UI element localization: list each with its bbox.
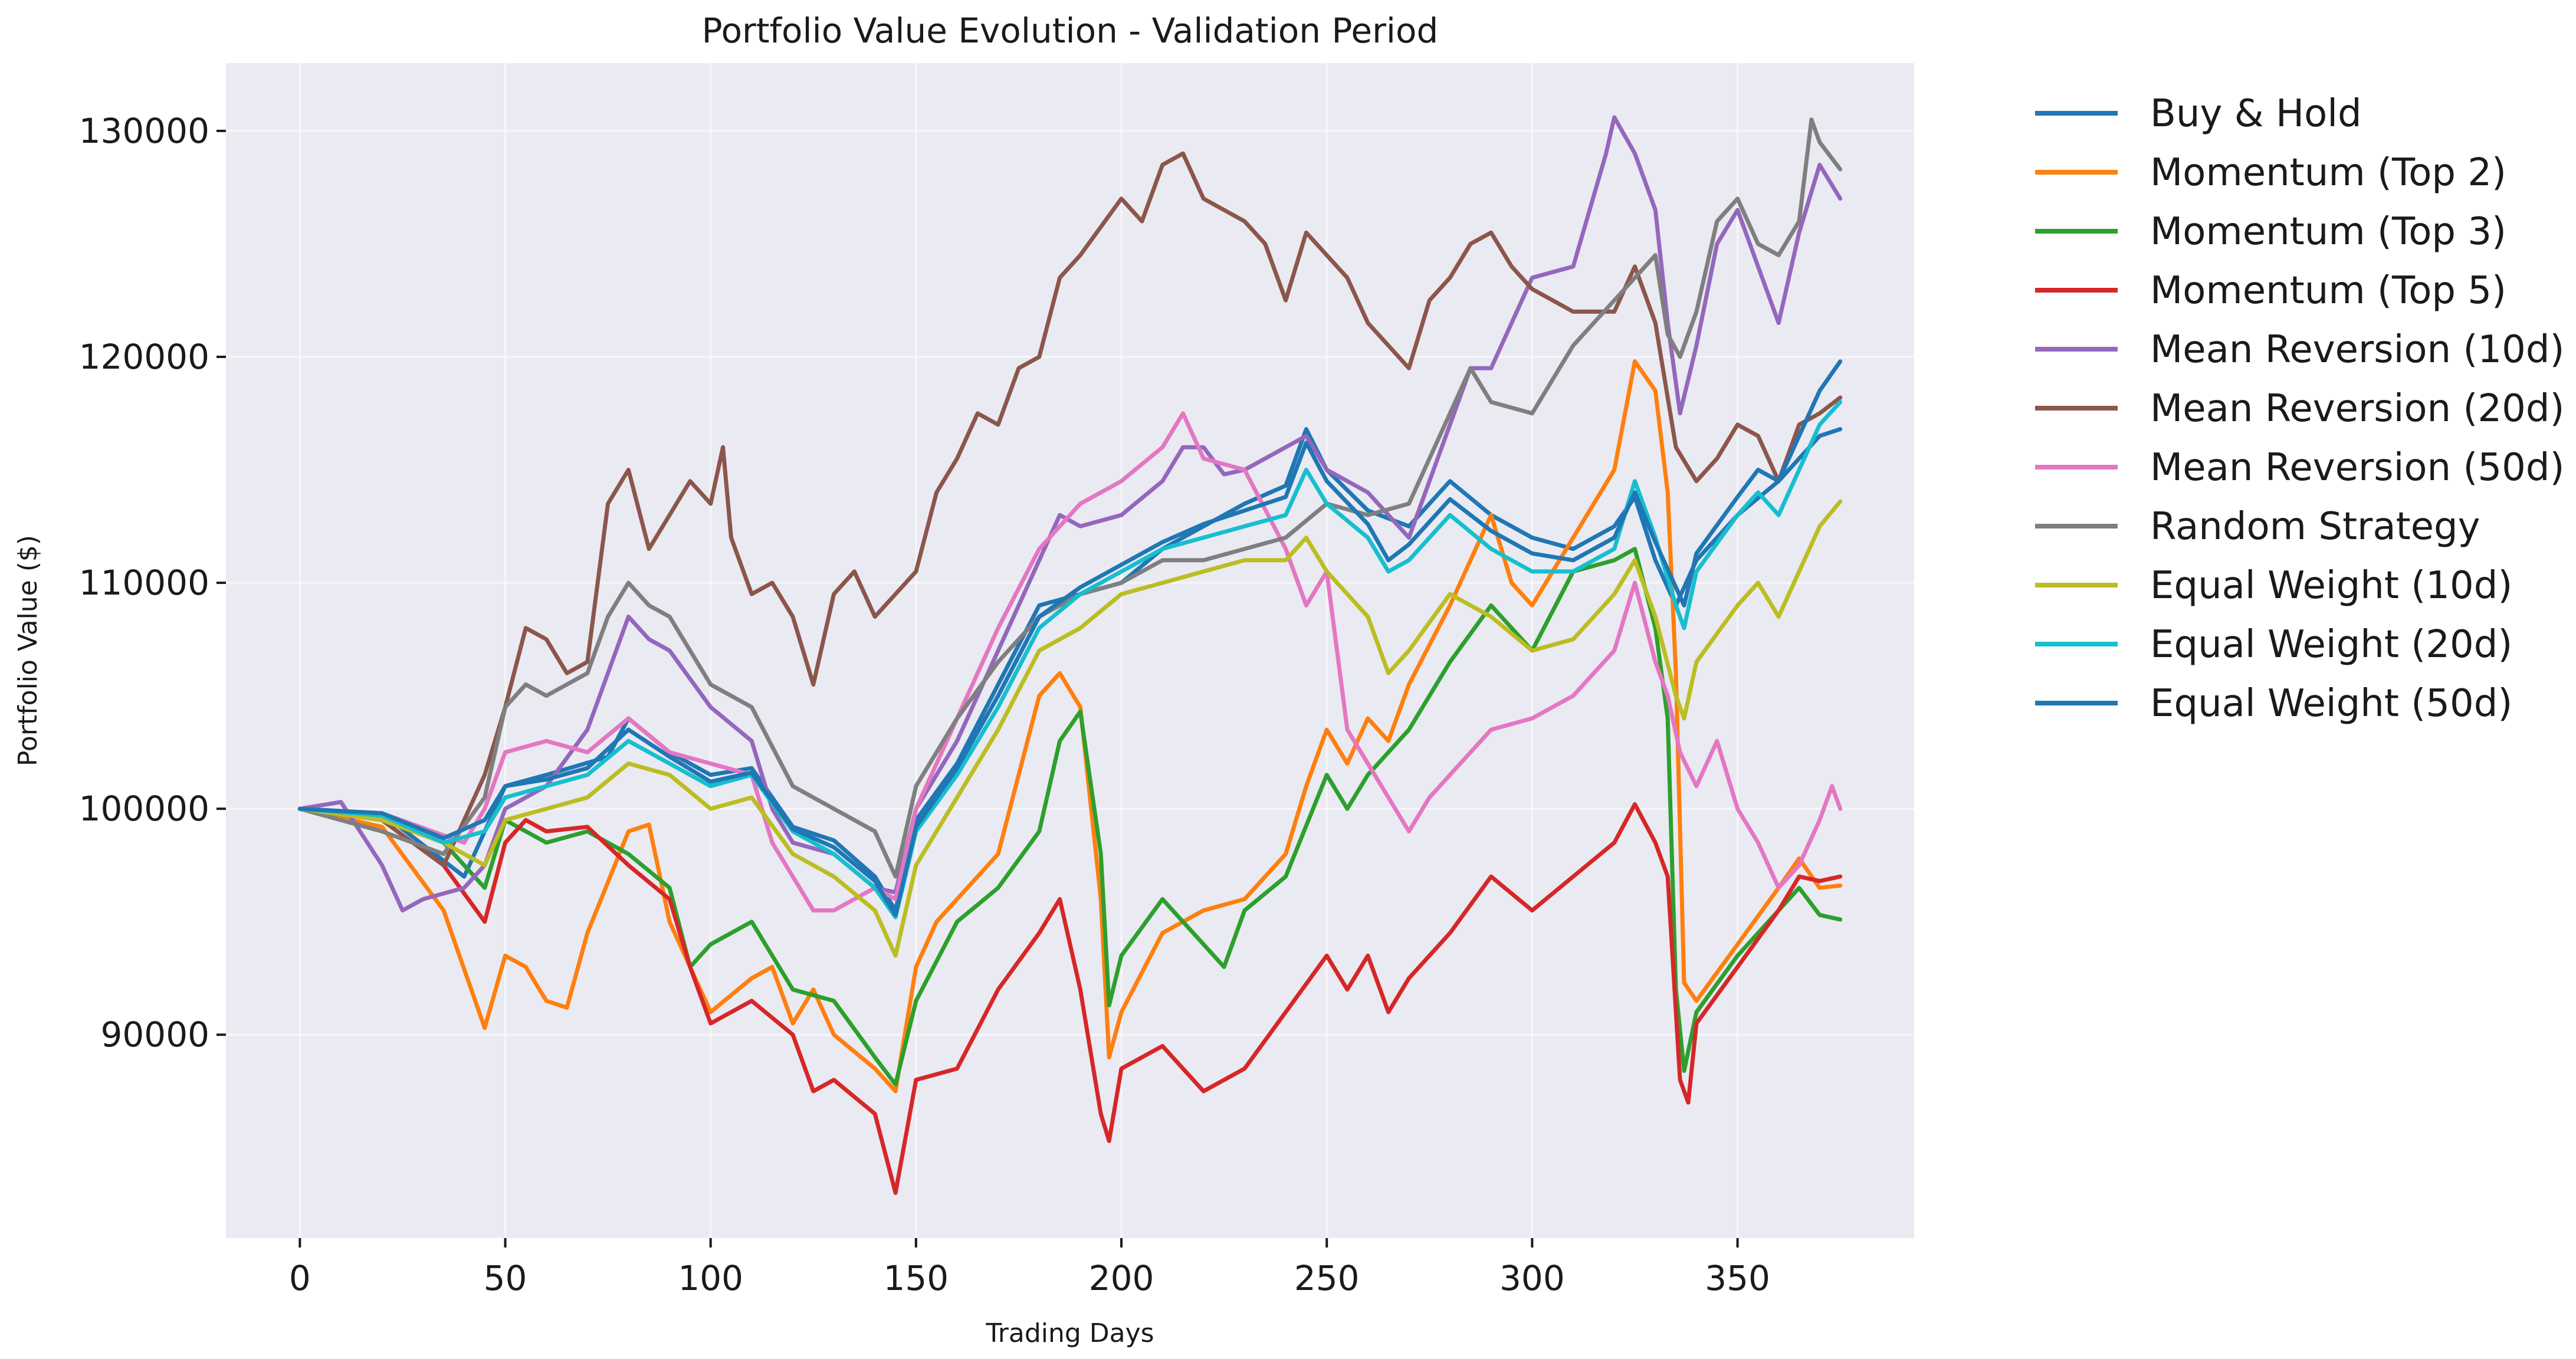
x-tick-label: 350 <box>1705 1258 1770 1298</box>
axis-ticks: 90000 100000 110000 120000 130000 0 50 100 150 20… <box>79 111 1770 1298</box>
x-tick-label: 100 <box>678 1258 743 1298</box>
x-tick-label: 250 <box>1294 1258 1360 1298</box>
series-line-9 <box>297 400 1843 920</box>
legend-label: Equal Weight (20d) <box>2150 623 2512 667</box>
x-tick-label: 150 <box>884 1258 949 1298</box>
series-line-1 <box>297 359 1843 1094</box>
legend-label: Equal Weight (10d) <box>2150 564 2512 608</box>
legend-label: Momentum (Top 3) <box>2150 210 2506 254</box>
legend-label: Momentum (Top 2) <box>2150 151 2506 195</box>
y-axis-label: Portfolio Value ($) <box>13 535 43 766</box>
legend-label: Momentum (Top 5) <box>2150 269 2506 313</box>
y-tick-label: 100000 <box>79 789 209 829</box>
series-line-7 <box>297 117 1843 879</box>
series-line-4 <box>297 115 1843 912</box>
series-line-6 <box>297 411 1843 912</box>
legend-label: Buy & Hold <box>2150 92 2362 136</box>
series-line-10 <box>297 359 1843 917</box>
x-tick-label: 200 <box>1089 1258 1154 1298</box>
y-tick-label: 110000 <box>79 563 209 603</box>
x-tick-label: 300 <box>1499 1258 1565 1298</box>
series-line-2 <box>297 547 1843 1086</box>
x-axis-label: Trading Days <box>985 1318 1154 1348</box>
legend-label: Mean Reversion (10d) <box>2150 328 2564 372</box>
legend-label: Random Strategy <box>2150 505 2480 549</box>
y-tick-label: 120000 <box>79 337 209 377</box>
legend-label: Mean Reversion (20d) <box>2150 387 2564 431</box>
legend: Buy & Hold Momentum (Top 2) Momentum (Top … <box>2035 92 2564 726</box>
plot-area <box>226 63 1914 1238</box>
x-tick-label: 50 <box>484 1258 527 1298</box>
series-line-3 <box>297 802 1843 1195</box>
y-tick-label: 130000 <box>79 111 209 151</box>
y-tick-label: 90000 <box>100 1015 209 1055</box>
chart-title: Portfolio Value Evolution - Validation P… <box>702 11 1439 51</box>
series-line-8 <box>297 499 1843 958</box>
series-lines <box>297 115 1843 1195</box>
x-tick-label: 0 <box>289 1258 311 1298</box>
series-line-5 <box>297 151 1843 868</box>
legend-label: Equal Weight (50d) <box>2150 682 2512 726</box>
legend-label: Mean Reversion (50d) <box>2150 446 2564 490</box>
